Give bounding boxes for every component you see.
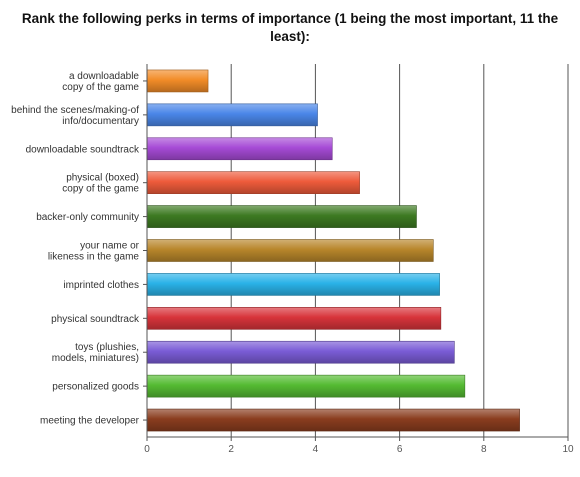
bar	[146, 340, 455, 364]
category-label: physical (boxed) copy of the game	[62, 173, 139, 195]
category-label: meeting the developer	[40, 416, 140, 427]
bar	[146, 374, 466, 398]
bar	[146, 273, 440, 296]
category-label: imprinted clothes	[63, 280, 139, 291]
category-label: behind the scenes/making-of info/document…	[11, 105, 139, 127]
x-tick-label: 0	[144, 444, 150, 455]
category-label: physical soundtrack	[51, 314, 140, 325]
category-label: downloadable soundtrack	[26, 144, 140, 155]
x-tick-label: 4	[313, 444, 319, 455]
x-tick-label: 10	[562, 444, 574, 455]
bar	[146, 103, 318, 127]
category-label: personalized goods	[52, 382, 139, 393]
bar	[146, 239, 434, 262]
x-tick-label: 8	[481, 444, 487, 455]
category-label: toys (plushies, models, miniatures)	[52, 342, 139, 364]
category-label: backer-only community	[36, 212, 139, 223]
category-label: a downloadable copy of the game	[62, 71, 139, 93]
bar	[146, 171, 360, 194]
bar	[146, 408, 520, 432]
x-tick-label: 6	[397, 444, 403, 455]
bar	[146, 307, 442, 330]
bar	[146, 137, 333, 161]
category-label: your name or likeness in the game	[48, 241, 140, 263]
bar	[146, 69, 209, 93]
chart-title: Rank the following perks in terms of imp…	[21, 11, 559, 44]
bar	[146, 205, 417, 228]
x-tick-label: 2	[228, 444, 234, 455]
